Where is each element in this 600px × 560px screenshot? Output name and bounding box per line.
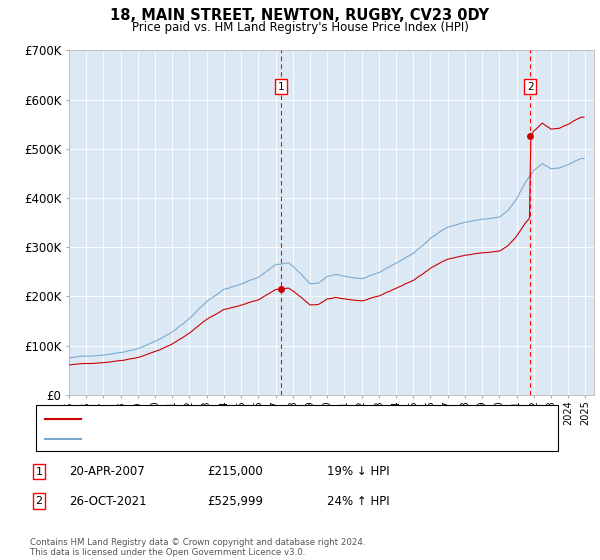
Text: 18, MAIN STREET, NEWTON, RUGBY, CV23 0DY: 18, MAIN STREET, NEWTON, RUGBY, CV23 0DY	[110, 8, 490, 24]
Text: 2: 2	[527, 82, 533, 92]
Text: 26-OCT-2021: 26-OCT-2021	[69, 494, 146, 508]
Text: HPI: Average price, detached house, Rugby: HPI: Average price, detached house, Rugb…	[87, 435, 313, 444]
Text: Contains HM Land Registry data © Crown copyright and database right 2024.
This d: Contains HM Land Registry data © Crown c…	[30, 538, 365, 557]
Text: 20-APR-2007: 20-APR-2007	[69, 465, 145, 478]
Text: 1: 1	[277, 82, 284, 92]
Text: 19% ↓ HPI: 19% ↓ HPI	[327, 465, 389, 478]
Text: 24% ↑ HPI: 24% ↑ HPI	[327, 494, 389, 508]
Text: Price paid vs. HM Land Registry's House Price Index (HPI): Price paid vs. HM Land Registry's House …	[131, 21, 469, 34]
Text: 18, MAIN STREET, NEWTON, RUGBY, CV23 0DY (detached house): 18, MAIN STREET, NEWTON, RUGBY, CV23 0DY…	[87, 414, 424, 424]
Text: 2: 2	[35, 496, 43, 506]
Text: £215,000: £215,000	[207, 465, 263, 478]
Text: £525,999: £525,999	[207, 494, 263, 508]
Text: 1: 1	[35, 466, 43, 477]
